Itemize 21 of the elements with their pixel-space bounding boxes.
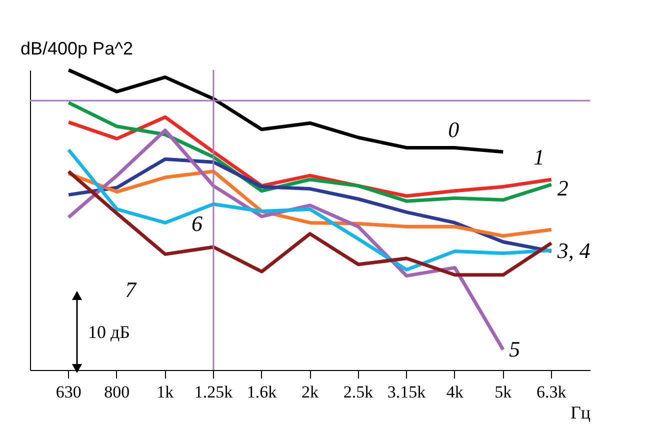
x-tick-label: 3.15k xyxy=(387,382,426,402)
x-tick-label: 800 xyxy=(104,382,130,402)
annotation: 10 дБ xyxy=(88,322,130,342)
annotation: 6 xyxy=(191,211,202,236)
annotation: 2 xyxy=(557,176,568,201)
x-tick-label: 1.25k xyxy=(194,382,234,402)
annotation: 3, 4 xyxy=(556,238,590,264)
x-tick-label: 630 xyxy=(56,382,82,402)
x-tick-label: 5k xyxy=(494,382,512,402)
x-axis-title: Гц xyxy=(570,402,591,422)
x-tick-label: 1k xyxy=(156,382,174,402)
x-tick-label: 4k xyxy=(446,382,464,402)
annotation: 7 xyxy=(125,277,138,302)
x-tick-label: 6.3k xyxy=(536,382,567,402)
annotation: 1 xyxy=(533,144,544,170)
annotation: 0 xyxy=(448,116,460,142)
y-axis-title: dB/400p Pa^2 xyxy=(20,38,134,58)
x-tick-label: 1.6k xyxy=(246,382,278,402)
annotation: 5 xyxy=(509,336,520,362)
x-tick-label: 2.5k xyxy=(343,382,374,402)
x-tick-label: 2k xyxy=(302,382,319,402)
